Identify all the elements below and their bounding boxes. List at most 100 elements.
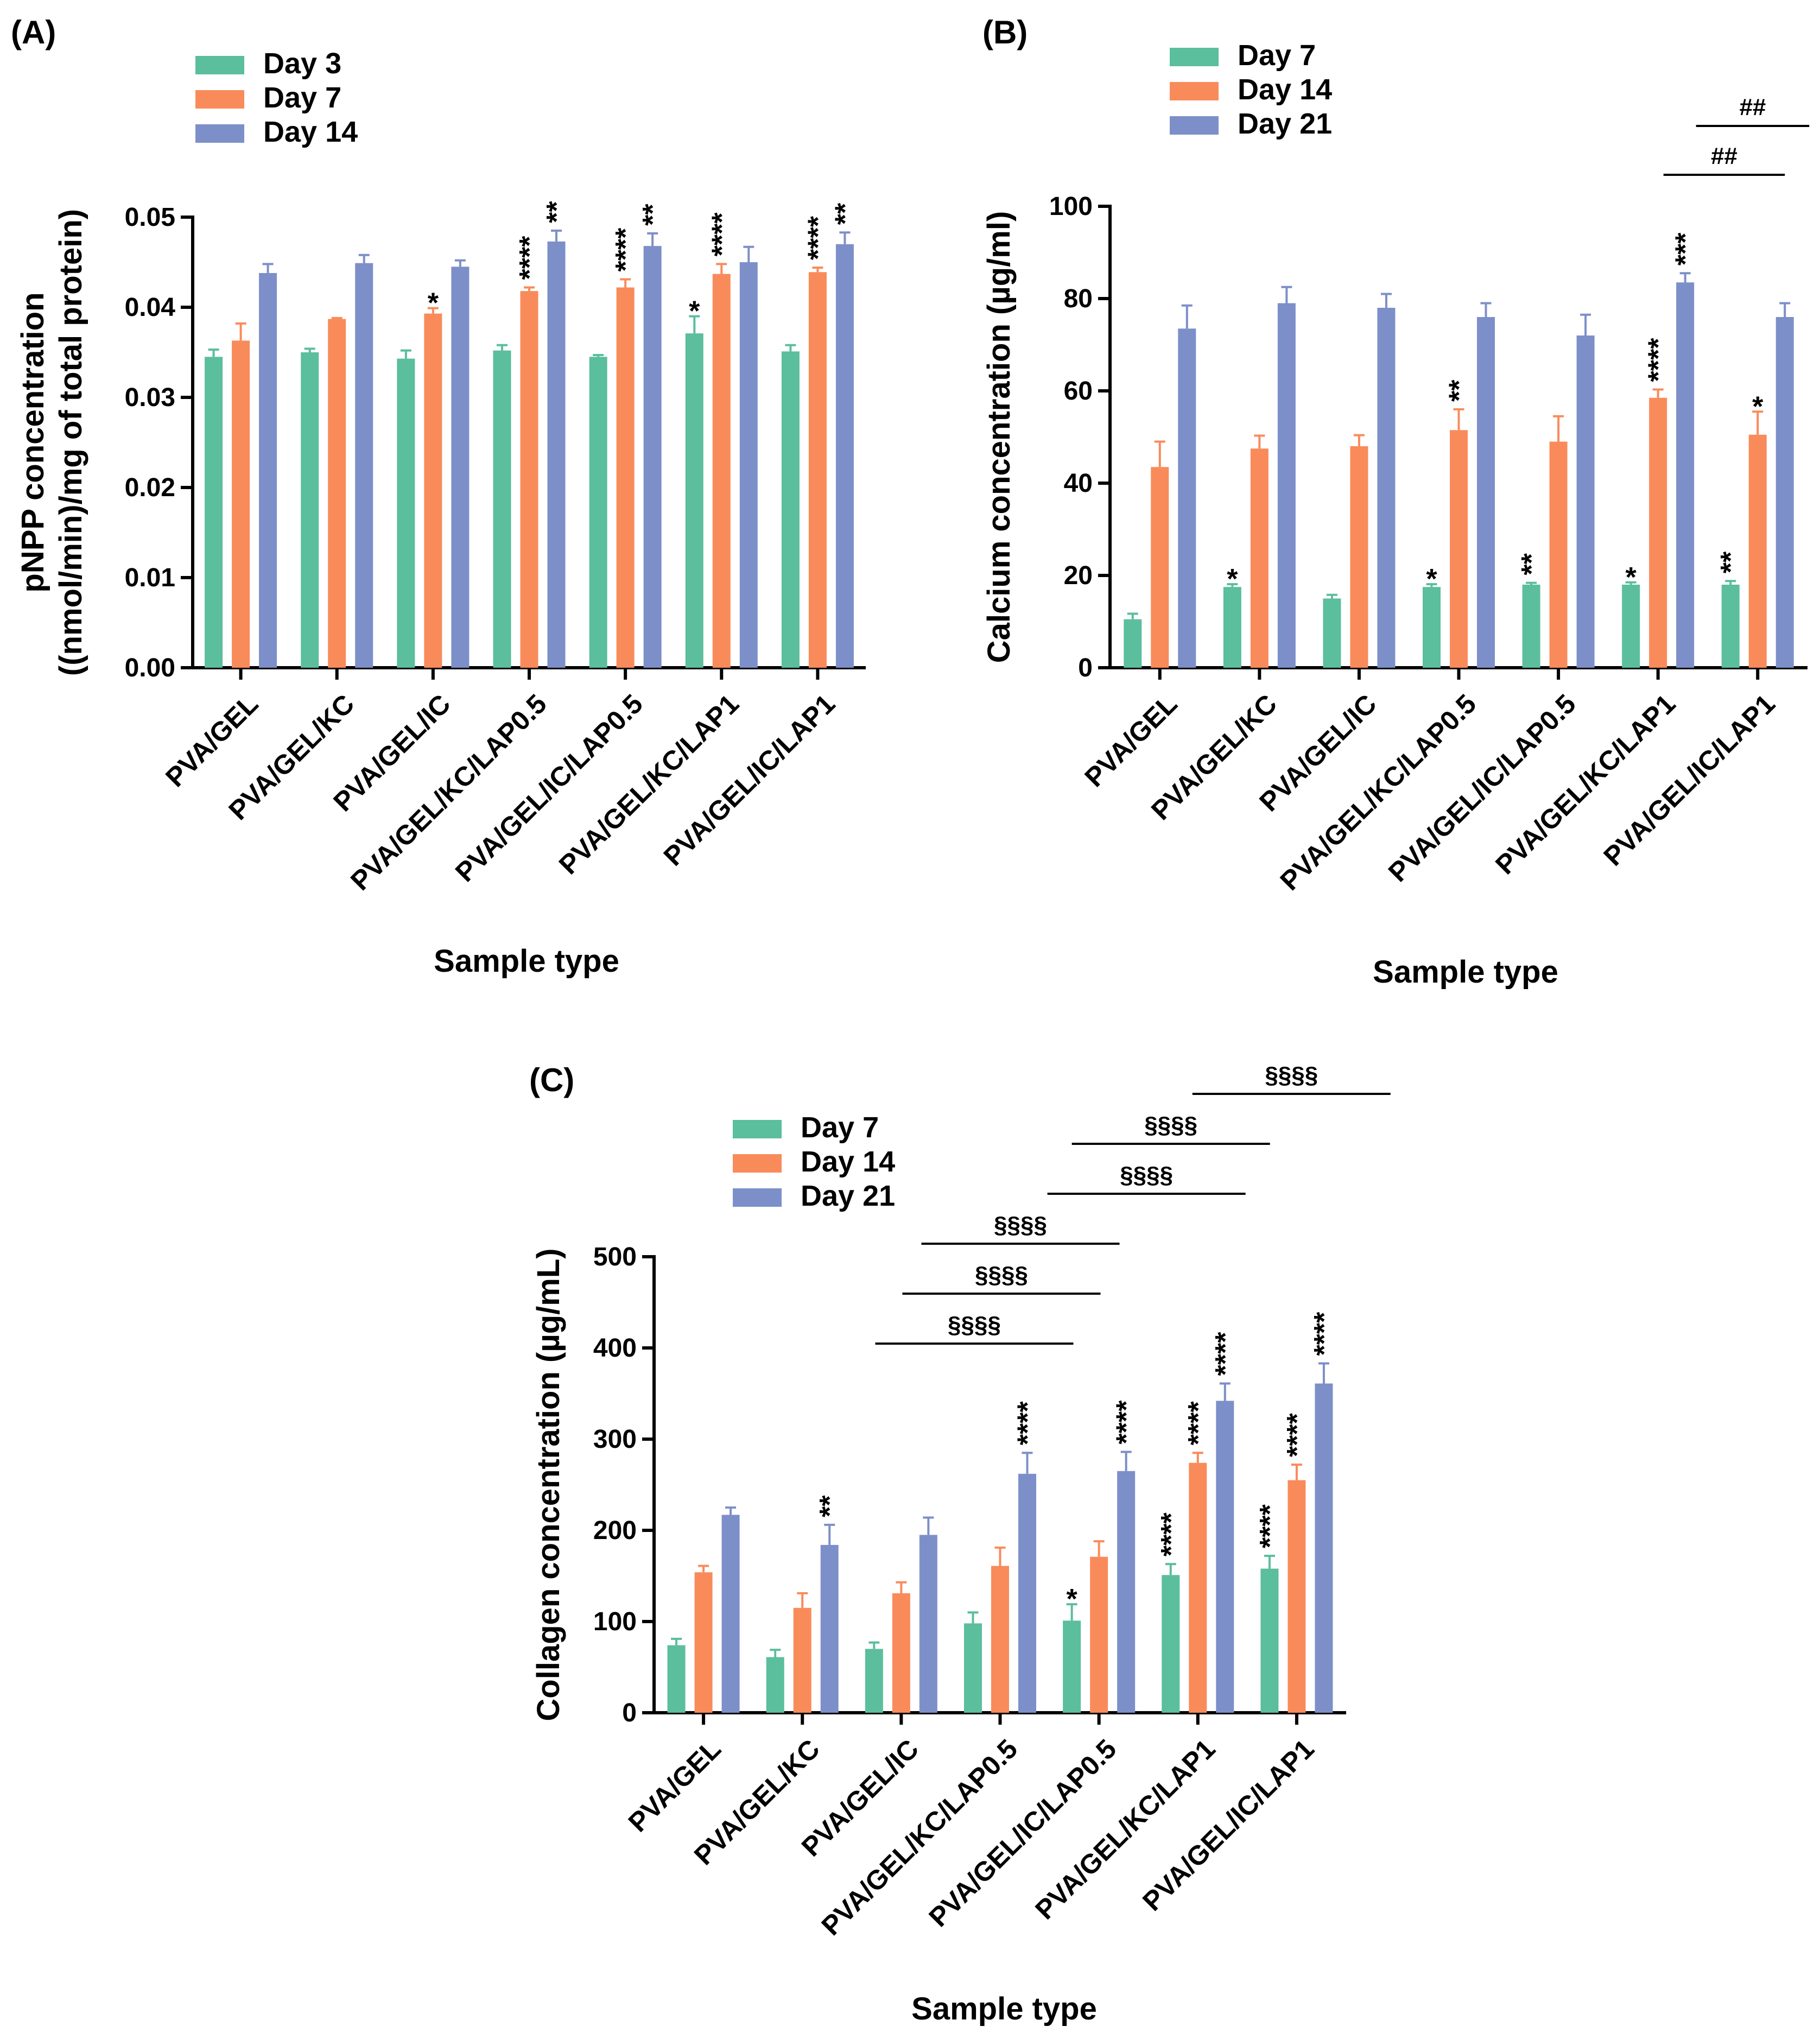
bar: [712, 274, 731, 668]
bar: [964, 1623, 982, 1713]
bar: [1649, 397, 1667, 668]
significance-label: ****: [1111, 1400, 1143, 1445]
significance-label: ****: [1156, 1512, 1187, 1556]
y-tick-label: 80: [1064, 284, 1093, 313]
bar: [739, 262, 758, 668]
significance-label: **: [541, 201, 573, 223]
comparison-label: §§§§: [994, 1212, 1047, 1238]
y-tick-label: 0.02: [125, 473, 175, 502]
bar: [781, 351, 800, 668]
x-category-label: PVA/GEL: [623, 1733, 727, 1838]
y-axis-title-line2: ((nmol/min)/mg of total protein): [53, 209, 88, 676]
bar: [1216, 1401, 1234, 1713]
y-tick-label: 0: [1078, 654, 1093, 682]
bar: [1676, 282, 1695, 668]
significance-label: ****: [1643, 338, 1675, 382]
bar: [547, 241, 566, 668]
bar: [397, 358, 415, 668]
significance-label: *: [1626, 562, 1637, 593]
legend-label: Day 14: [1238, 73, 1332, 106]
legend-swatch: [733, 1120, 782, 1138]
x-category-label: PVA/GEL/IC/LAP1: [1597, 688, 1781, 872]
x-category-label: PVA/GEL: [1079, 688, 1183, 793]
bar: [1748, 434, 1767, 668]
significance-label: ****: [1254, 1504, 1286, 1548]
bar: [808, 272, 827, 668]
bar: [1178, 328, 1196, 668]
legend-swatch: [195, 124, 244, 143]
bar: [766, 1657, 784, 1713]
bar: [1189, 1462, 1207, 1713]
legend-swatch: [733, 1188, 782, 1207]
y-tick-label: 60: [1064, 377, 1093, 406]
legend-label: Day 7: [801, 1111, 879, 1144]
comparison-label: §§§§: [948, 1312, 1001, 1338]
y-tick-label: 0.05: [125, 203, 175, 232]
x-category-label: PVA/GEL: [160, 688, 264, 793]
bar: [721, 1515, 740, 1713]
bar: [1522, 585, 1540, 668]
bar: [355, 263, 373, 668]
significance-label: *: [689, 296, 700, 327]
bar: [1117, 1471, 1136, 1713]
x-category-label: PVA/GEL/KC/LAP1: [1489, 688, 1681, 880]
bar: [1124, 619, 1142, 668]
x-category-label: PVA/GEL/KC/LAP0.5: [816, 1733, 1024, 1941]
significance-label: ****: [610, 227, 642, 272]
x-category-label: PVA/GEL/KC/LAP0.5: [345, 688, 553, 896]
bar: [1323, 598, 1341, 668]
bar: [835, 244, 854, 668]
x-category-label: PVA/GEL/IC/LAP0.5: [449, 688, 649, 888]
legend-label: Day 14: [801, 1145, 895, 1178]
bar: [424, 313, 442, 668]
bar: [1477, 317, 1495, 668]
legend-label: Day 21: [801, 1180, 895, 1212]
bar: [1162, 1575, 1180, 1713]
bar: [1223, 587, 1241, 668]
significance-label: ****: [1012, 1401, 1044, 1445]
bar: [589, 357, 607, 668]
panel-letter: (B): [982, 14, 1028, 50]
bar: [643, 246, 662, 668]
significance-label: ****: [1210, 1332, 1241, 1376]
significance-label: **: [1516, 553, 1548, 575]
significance-label: **: [1444, 379, 1475, 402]
bar: [1721, 585, 1740, 668]
panel-letter: (C): [529, 1062, 574, 1098]
y-tick-label: 0.01: [125, 563, 175, 592]
x-category-label: PVA/GEL/IC/LAP1: [658, 688, 841, 872]
legend-swatch: [733, 1154, 782, 1173]
bar: [1090, 1556, 1108, 1713]
significance-label: ****: [706, 212, 738, 257]
significance-label: ****: [1309, 1312, 1340, 1356]
bar: [694, 1572, 713, 1713]
x-axis-title: Sample type: [911, 1991, 1097, 2027]
comparison-label: ##: [1739, 94, 1766, 121]
comparison-label: §§§§: [1120, 1162, 1173, 1188]
bar: [1018, 1473, 1036, 1713]
bar: [820, 1544, 839, 1713]
x-category-label: PVA/GEL/IC/LAP1: [1137, 1733, 1320, 1917]
bar: [451, 267, 470, 668]
bar: [1350, 446, 1368, 668]
bar: [1775, 317, 1794, 668]
significance-label: *: [1752, 391, 1764, 422]
y-tick-label: 100: [593, 1607, 637, 1636]
legend-label: Day 7: [1238, 39, 1316, 72]
bar: [1423, 587, 1441, 668]
bar: [1288, 1480, 1306, 1713]
legend-swatch: [1170, 48, 1219, 66]
comparison-label: §§§§: [975, 1262, 1028, 1288]
bar: [892, 1593, 910, 1713]
bar: [685, 333, 703, 668]
bar: [520, 291, 538, 668]
bar: [793, 1607, 811, 1713]
y-tick-label: 400: [593, 1334, 637, 1363]
x-category-label: PVA/GEL/KC/LAP1: [553, 688, 745, 880]
bar: [991, 1566, 1009, 1713]
significance-label: ****: [802, 216, 834, 260]
bar: [1151, 467, 1169, 668]
